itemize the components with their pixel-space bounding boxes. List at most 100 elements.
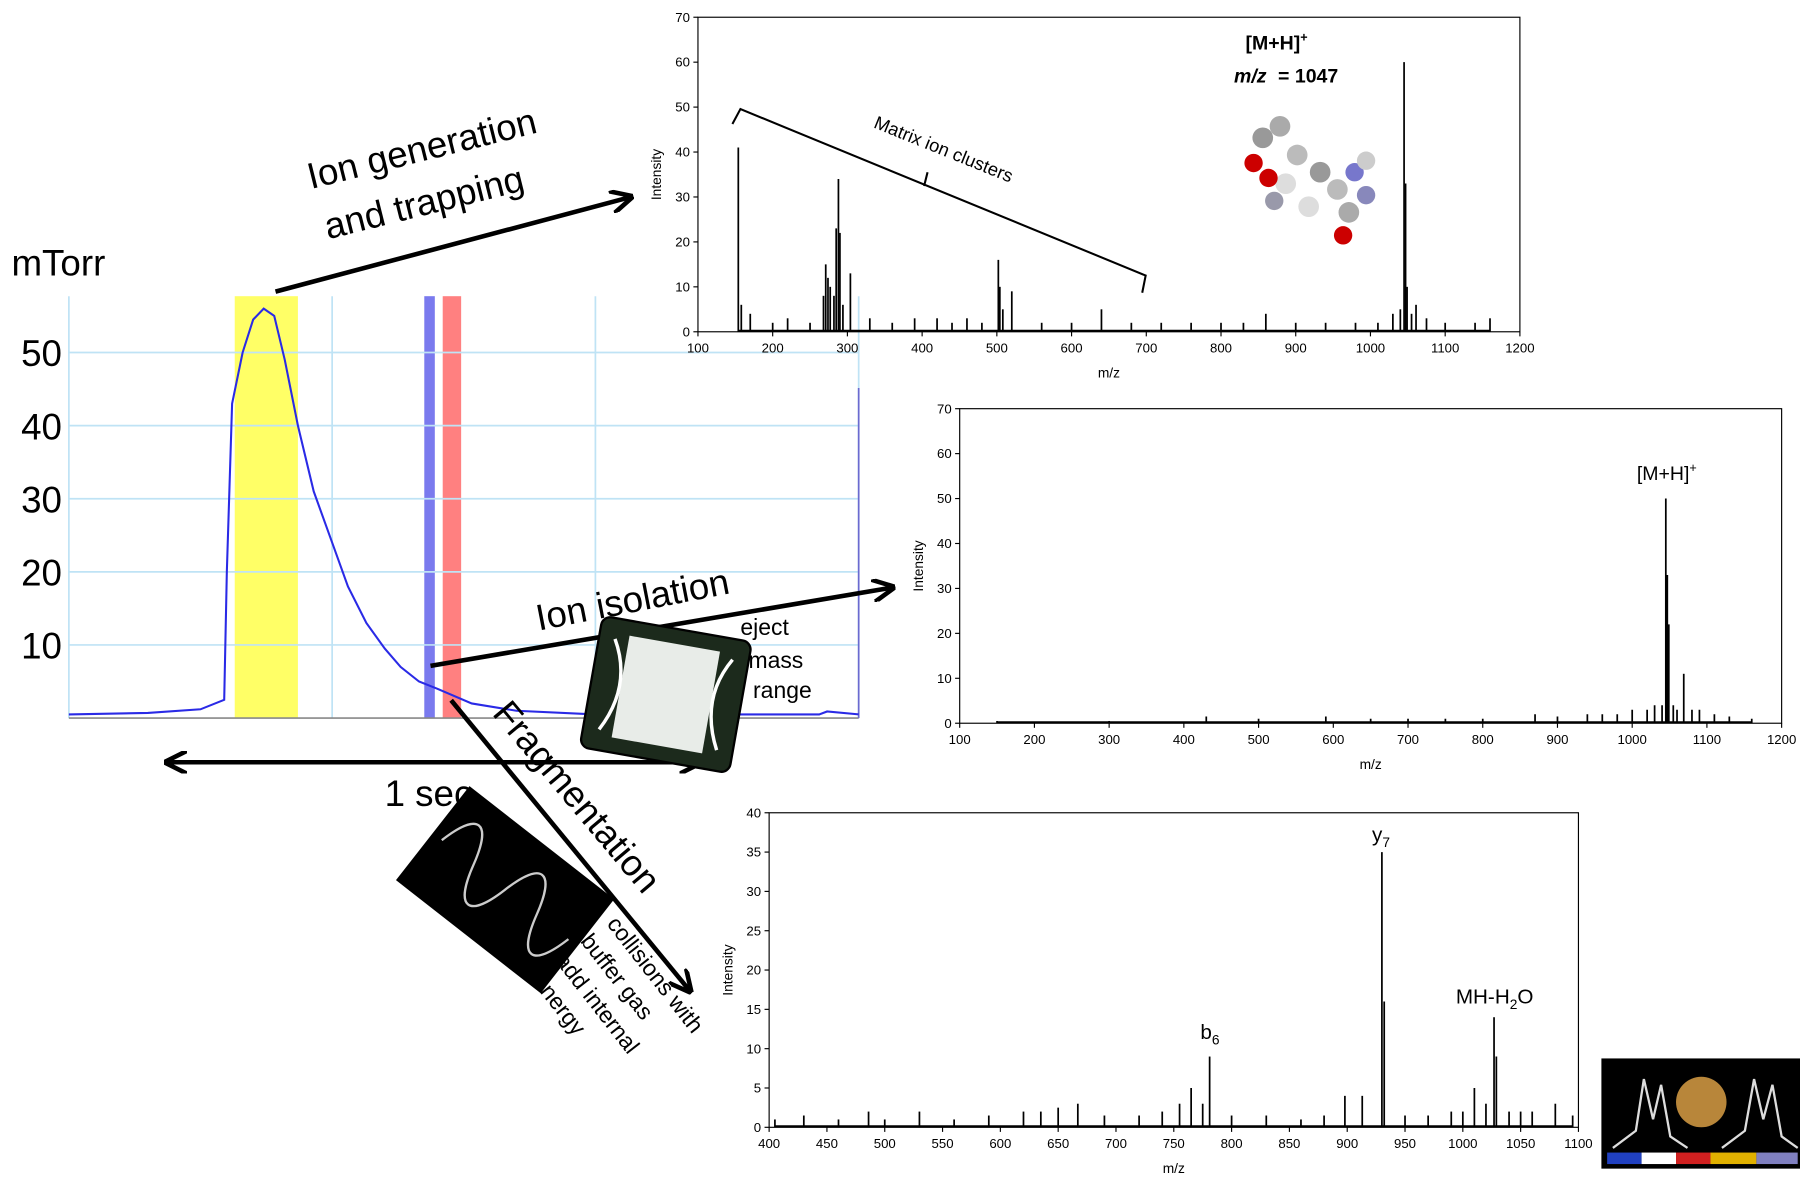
x-tick-label: 1000	[1356, 340, 1385, 355]
x-tick-label: 400	[911, 340, 933, 355]
frag-sub: 7	[1382, 835, 1390, 850]
peak-label-main: [M+H]	[1246, 32, 1301, 54]
y-tick-label: 40	[746, 805, 761, 820]
fragment-label: b6	[1200, 1021, 1220, 1048]
x-tick-label: 1000	[1448, 1136, 1477, 1151]
x-tick-label: 500	[874, 1136, 896, 1151]
x-tick-label: 300	[836, 340, 858, 355]
y-tick-label: 15	[746, 1002, 761, 1017]
x-tick-label: 500	[1248, 732, 1270, 747]
x-tick-label: 700	[1105, 1136, 1127, 1151]
eject-label: eject	[740, 614, 789, 640]
x-axis-label: m/z	[1163, 1161, 1185, 1176]
x-tick-label: 1100	[1431, 340, 1459, 355]
bracket	[731, 107, 1147, 293]
y-tick-label: 40	[675, 145, 690, 160]
x-tick-label: 800	[1210, 340, 1232, 355]
y-axis-label: Intensity	[720, 944, 735, 995]
y-tick-label: 25	[746, 923, 761, 938]
x-tick-label: 1200	[1505, 340, 1534, 355]
y-axis-label: mTorr	[11, 243, 105, 284]
x-tick-label: 600	[989, 1136, 1011, 1151]
y-tick-label: 20	[937, 626, 952, 641]
x-tick-label: 800	[1221, 1136, 1243, 1151]
frag-sub: 6	[1212, 1033, 1220, 1048]
x-tick-label: 700	[1397, 732, 1419, 747]
highlight-span	[234, 296, 298, 719]
y-tick-label: 40	[21, 406, 62, 447]
x-tick-label: 300	[1098, 732, 1120, 747]
y-tick-label: 20	[746, 963, 761, 978]
x-tick-label: 1000	[1618, 732, 1647, 747]
y-tick-label: 30	[937, 581, 952, 596]
x-tick-label: 650	[1047, 1136, 1069, 1151]
bracket-label: Matrix ion clusters	[871, 112, 1016, 187]
y-tick-label: 60	[675, 55, 690, 70]
x-tick-label: 200	[1023, 732, 1045, 747]
y-tick-label: 35	[746, 845, 761, 860]
fragmentation-box	[395, 786, 615, 994]
x-tick-label: 900	[1336, 1136, 1358, 1151]
frag-main: b	[1200, 1021, 1212, 1044]
eject-label: mass	[748, 647, 803, 673]
spectrum-1-labels: [M+H]+ m/z = 1047 Matrix ion clusters	[731, 30, 1376, 293]
x-tick-label: 550	[932, 1136, 954, 1151]
chart: 10 20 30 40 50 mTorr	[11, 243, 860, 719]
y-tick-label: 30	[746, 884, 761, 899]
mz-label: m/z = 1047	[1234, 66, 1338, 88]
y-tick-label: 70	[937, 401, 952, 416]
x-tick-label: 500	[986, 340, 1008, 355]
mz-italic: m/z	[1234, 66, 1267, 88]
x-axis-label: m/z	[1098, 366, 1120, 381]
y-tick-label: 0	[683, 324, 690, 339]
y-tick-label: 50	[675, 100, 690, 115]
fragment-label: y7	[1372, 823, 1390, 850]
pressure-line	[68, 307, 859, 716]
chart: 0 10 20 30 40 50 60 70 100 200 300 400 500 600 700 800 9…	[911, 401, 1796, 772]
y-tick-label: 50	[937, 491, 952, 506]
eject-label: range	[753, 677, 812, 703]
mz-rest: = 1047	[1278, 66, 1338, 88]
y-tick-label: 5	[754, 1081, 761, 1096]
logo	[1601, 1058, 1800, 1169]
frag-tail: O	[1517, 985, 1533, 1008]
frag-main: MH-H	[1456, 985, 1510, 1008]
x-axis-label: m/z	[1360, 757, 1382, 772]
x-tick-label: 400	[758, 1136, 780, 1151]
y-tick-label: 70	[675, 10, 690, 25]
x-tick-label: 900	[1285, 340, 1307, 355]
x-tick-label: 100	[949, 732, 971, 747]
plot-frame	[697, 16, 1521, 333]
y-axis-label: Intensity	[911, 540, 926, 591]
y-tick-label: 50	[21, 333, 62, 374]
x-tick-label: 1100	[1693, 732, 1721, 747]
frag-sub: 2	[1510, 997, 1518, 1012]
arrow	[449, 698, 689, 989]
bracket-tick	[923, 171, 929, 187]
x-tick-label: 850	[1278, 1136, 1300, 1151]
y-axis-label: Intensity	[649, 149, 664, 200]
x-tick-label: 200	[762, 340, 784, 355]
y-tick-label: 0	[944, 716, 951, 731]
y-tick-label: 10	[675, 279, 690, 294]
fragment-label: MH-H2O	[1456, 985, 1534, 1012]
frag-main: y	[1372, 823, 1383, 846]
fragment-labels: y7 b6 MH-H2O	[1200, 823, 1533, 1047]
y-tick-label: 20	[675, 234, 690, 249]
molecule	[1244, 115, 1376, 245]
y-tick-label: 10	[746, 1041, 761, 1056]
y-tick-label: 60	[937, 446, 952, 461]
x-tick-label: 450	[816, 1136, 838, 1151]
peak-label: [M+H]+	[1246, 30, 1308, 54]
y-tick-label: 30	[675, 190, 690, 205]
highlight-span	[424, 296, 435, 719]
y-tick-label: 40	[937, 536, 952, 551]
arrow	[274, 197, 630, 294]
y-tick-label: 20	[21, 553, 62, 594]
x-tick-label: 1050	[1506, 1136, 1535, 1151]
x-tick-label: 700	[1135, 340, 1157, 355]
x-tick-label: 750	[1163, 1136, 1185, 1151]
